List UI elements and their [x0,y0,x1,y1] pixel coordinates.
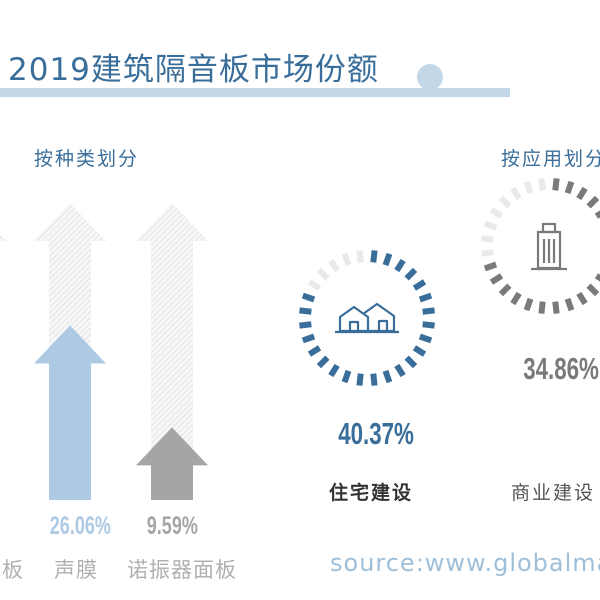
residential-donut-tick [316,355,330,369]
commercial-donut-tick [564,297,575,312]
commercial-donut-tick [538,178,546,191]
sound-membrane-category-label: 声膜 [54,558,98,582]
residential-donut-tick [412,279,427,291]
commercial-donut-tick [538,301,546,314]
commercial-donut-tick [586,195,600,209]
residential-donut-tick [301,292,316,303]
residential-donut [299,250,435,386]
chart-title: 2019建筑隔音板市场份额 [8,52,379,88]
title-dot [417,64,443,90]
commercial-donut-tick [552,301,560,314]
residential-donut-tick [328,363,340,378]
residential-donut-tick [299,321,312,329]
commercial-donut-tick [481,249,494,257]
residential-label: 住宅建设 [329,482,414,504]
house-icon [335,302,399,334]
commercial-donut-tick [498,195,512,209]
vibration-panel-track-arrow [136,203,208,500]
commercial-donut-tick [586,283,600,297]
commercial-donut-tick [552,178,560,191]
vibration-panel-category-label: 诺振器面板 [127,558,237,582]
residential-donut-tick [422,321,435,329]
title-underline [0,88,510,97]
commercial-donut-tick [594,273,600,282]
residential-donut-tick [316,267,330,281]
vibration-panel-value-arrow [136,427,208,500]
commercial-donut [481,178,600,314]
residential-donut-tick [418,333,433,344]
vibration-panel-value-label: 9.59% [146,512,198,540]
type-section-title: 按种类划分 [34,148,140,170]
residential-donut-tick [418,292,433,303]
commercial-donut-tick [510,291,522,306]
sound-membrane-value-label: 26.06% [49,512,111,540]
residential-donut-tick [341,252,352,267]
residential-donut-tick [394,363,406,378]
commercial-donut-tick [481,235,494,243]
building-icon [531,222,567,271]
residential-donut-tick [370,373,378,386]
residential-donut-tick [356,373,364,386]
residential-donut-tick [394,258,406,273]
source-text: source:www.globalmar [330,549,600,577]
commercial-donut-tick [498,283,512,297]
commercial-donut-tick [483,220,498,231]
sound-membrane-value-arrow [34,325,106,500]
commercial-donut-tick [594,210,600,219]
residential-donut-tick [412,345,427,357]
residential-donut-tick [422,307,435,315]
residential-donut-tick [307,345,322,357]
residential-donut-tick [356,250,364,263]
residential-donut-tick [382,369,393,384]
residential-donut-tick [307,279,322,291]
residential-donut-tick [382,252,393,267]
application-section-title: 按应用划分 [501,148,600,170]
commercial-value-label: 34.86% [523,351,599,386]
commercial-donut-tick [489,207,504,219]
commercial-donut-tick [576,291,588,306]
commercial-donut-tick [510,186,522,201]
panel-track-arrow [0,234,6,241]
commercial-donut-tick [483,261,498,272]
residential-donut-tick [341,369,352,384]
commercial-donut-tick [564,180,575,195]
commercial-donut-tick [576,186,588,201]
residential-donut-tick [299,307,312,315]
commercial-label: 商业建设 [511,482,596,504]
residential-value-label: 40.37% [338,416,414,451]
residential-donut-tick [370,250,378,263]
residential-donut-tick [404,355,418,369]
residential-donut-tick [328,258,340,273]
commercial-donut-tick [523,180,534,195]
residential-donut-tick [301,333,316,344]
panel-category-label: 面板 [0,558,24,582]
commercial-donut-tick [489,273,504,285]
commercial-donut-tick [523,297,534,312]
residential-donut-tick [404,267,418,281]
